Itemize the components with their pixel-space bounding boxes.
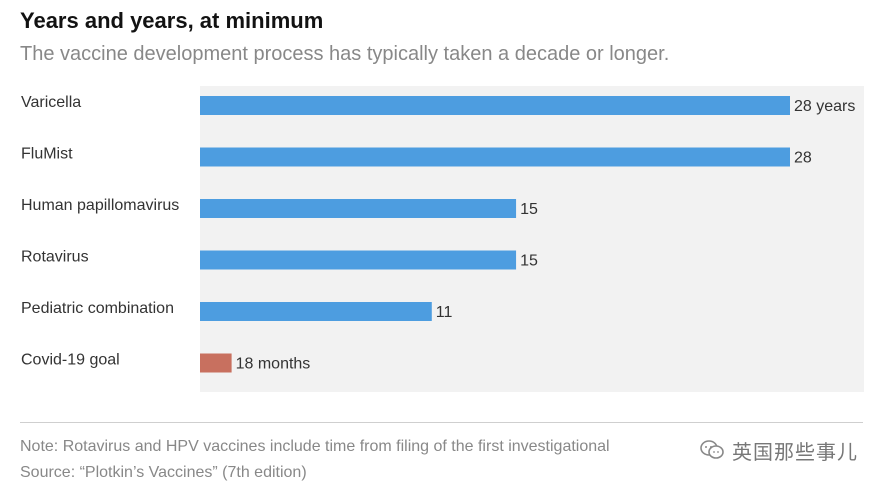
category-label: Rotavirus [21,249,89,266]
chart-note: Note: Rotavirus and HPV vaccines include… [20,438,610,455]
category-label: FluMist [21,146,73,163]
category-label: Human papillomavirus [21,197,179,214]
bar-chart: Varicella 28 years FluMist 28 Human papillom… [21,86,864,392]
bar [200,96,790,115]
watermark-text: 英国那些事儿 [732,439,858,464]
plot-background [200,86,864,392]
value-label: 15 [520,201,538,218]
bar [200,199,517,218]
chart-source: Source: “Plotkin’s Vaccines” (7th editio… [20,464,307,481]
chart-title: Years and years, at minimum [20,8,324,33]
value-label: 28 [794,150,812,167]
bar [200,302,432,321]
watermark: 英国那些事儿 [700,436,870,464]
bar [200,353,232,373]
category-label: Varicella [21,94,81,111]
divider [20,422,863,423]
bar [200,250,517,270]
category-label: Covid-19 goal [21,352,120,369]
value-label: 18 months [236,356,311,373]
value-label: 28 years [794,98,855,115]
value-label: 11 [436,304,453,321]
bar [200,147,790,167]
chat-bubble-icon [700,440,724,459]
category-label: Pediatric combination [21,300,174,317]
chart-subtitle: The vaccine development process has typi… [20,43,670,65]
value-label: 15 [520,253,538,270]
